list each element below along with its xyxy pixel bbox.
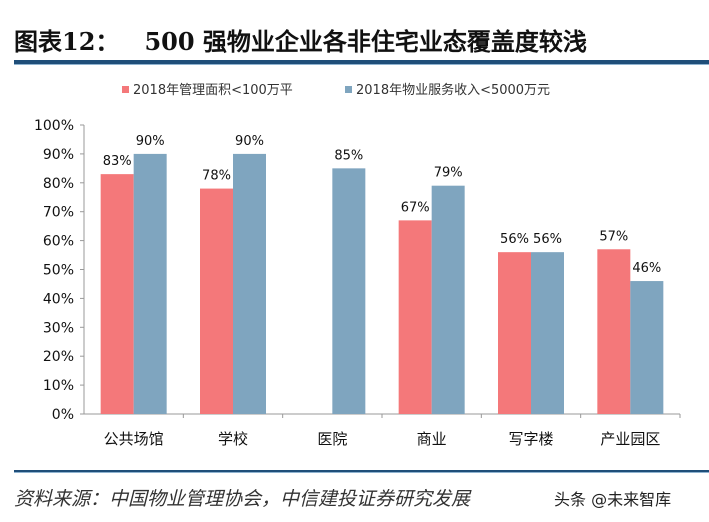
bar bbox=[200, 188, 233, 414]
x-tick-label: 商业 bbox=[417, 430, 447, 448]
legend-swatch bbox=[122, 86, 129, 93]
data-label: 46% bbox=[632, 261, 661, 276]
x-tick-label: 产业园区 bbox=[600, 430, 660, 448]
bar bbox=[630, 281, 664, 414]
y-tick-label: 40% bbox=[43, 291, 74, 307]
x-tick-label: 公共场馆 bbox=[104, 430, 164, 448]
y-tick-label: 90% bbox=[43, 147, 74, 163]
data-label: 83% bbox=[103, 154, 132, 169]
x-tick-label: 学校 bbox=[218, 430, 248, 448]
bar bbox=[531, 252, 564, 414]
watermark: 头条 @未来智库 bbox=[554, 486, 672, 510]
x-tick-label: 写字楼 bbox=[508, 430, 553, 448]
bar bbox=[332, 168, 366, 414]
y-tick-label: 30% bbox=[43, 320, 74, 336]
y-tick-label: 0% bbox=[52, 407, 74, 423]
data-label: 56% bbox=[500, 232, 529, 247]
y-tick-label: 100% bbox=[34, 118, 74, 134]
data-label: 78% bbox=[202, 169, 231, 184]
data-label: 56% bbox=[533, 232, 562, 247]
data-label: 67% bbox=[401, 200, 430, 215]
legend-label: 2018年管理面积<100万平 bbox=[133, 83, 293, 98]
data-label: 85% bbox=[334, 148, 363, 163]
data-label: 90% bbox=[136, 134, 165, 149]
bar bbox=[233, 153, 266, 414]
chart-title: 图表12： 500 强物业企业各非住宅业态覆盖度较浅 bbox=[14, 27, 587, 56]
data-label: 57% bbox=[599, 229, 628, 244]
footer-rule bbox=[14, 470, 709, 473]
data-label: 79% bbox=[434, 166, 463, 181]
y-tick-label: 20% bbox=[43, 349, 74, 365]
y-tick-label: 50% bbox=[43, 263, 74, 279]
bar bbox=[133, 153, 167, 414]
bar bbox=[597, 249, 631, 414]
bar bbox=[398, 220, 432, 414]
bar bbox=[498, 252, 531, 414]
legend-label: 2018年物业服务收入<5000万元 bbox=[356, 82, 550, 98]
source-note: 资料来源：中国物业管理协会，中信建投证券研究发展 bbox=[14, 488, 471, 510]
x-tick-label: 医院 bbox=[317, 430, 347, 448]
legend-swatch bbox=[345, 86, 352, 93]
data-label: 90% bbox=[235, 134, 264, 149]
y-tick-label: 70% bbox=[43, 205, 74, 221]
bar bbox=[100, 174, 134, 414]
y-tick-label: 60% bbox=[43, 234, 74, 250]
y-tick-label: 10% bbox=[43, 378, 74, 394]
y-tick-label: 80% bbox=[43, 176, 74, 192]
title-rule bbox=[14, 60, 709, 65]
bar bbox=[431, 185, 465, 414]
